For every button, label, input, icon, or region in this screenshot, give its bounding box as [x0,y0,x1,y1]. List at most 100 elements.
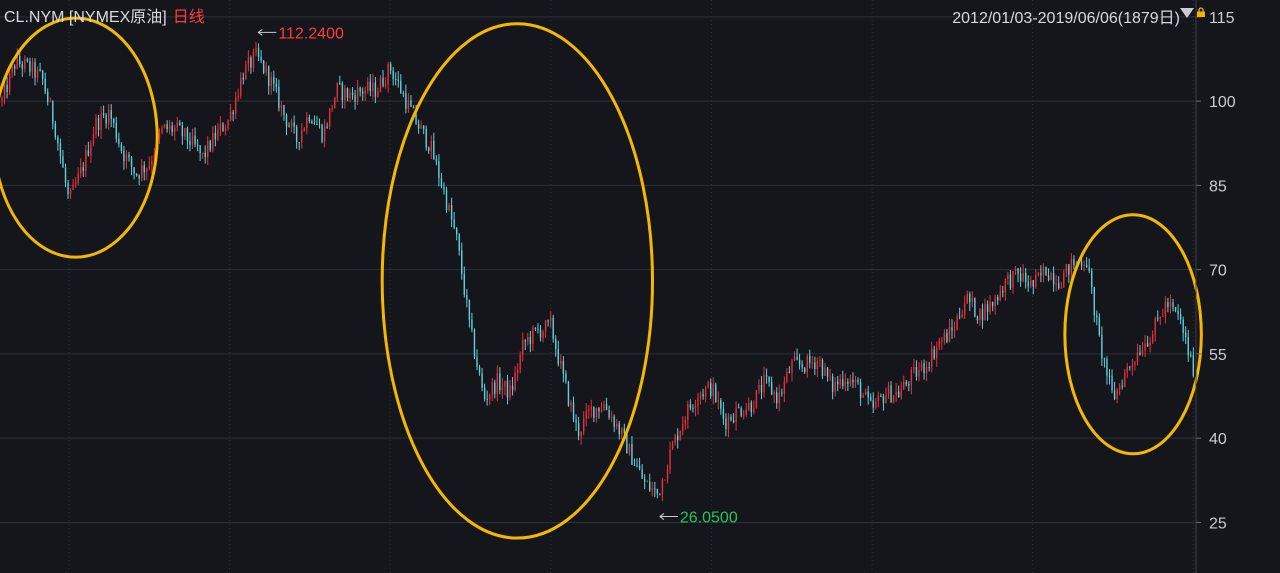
triangle-down-icon[interactable] [1180,8,1194,18]
candle-body [560,360,562,365]
candle-body [887,385,890,396]
candle-body [224,127,227,132]
candle-body [1083,264,1085,266]
candle-body [621,428,623,435]
candle-body [80,167,82,174]
candle-body [496,373,499,394]
candle-body [585,410,587,419]
candle-body [618,423,620,435]
candle-body [354,94,356,102]
candle-body [1088,267,1090,271]
candle-body [227,119,229,128]
candle-body [47,91,49,102]
candle-body [913,367,915,370]
candle-body [966,293,968,304]
candle-body [595,407,598,418]
candle-body [1032,280,1034,287]
highlight-circle [0,16,159,259]
candle-body [1037,273,1040,276]
candle-body [539,329,542,338]
candle-body [796,356,798,360]
candle-body [806,355,808,373]
candle-body [743,414,745,416]
candle-body [316,123,318,125]
candle-body [31,62,34,72]
candle-body [417,123,420,129]
candle-body [306,117,308,129]
candle-body [501,386,504,391]
candle-body [295,126,298,143]
date-range-label[interactable]: 2012/01/03-2019/06/06(1879日) [952,10,1180,27]
candle-body [64,167,67,183]
candle-body [920,363,923,371]
candle-body [1075,261,1078,266]
candle-body [3,84,6,99]
candle-body [372,82,374,92]
y-tick-label: 85 [1209,178,1227,195]
candle-body [194,135,196,145]
candle-body [334,97,336,109]
candle-body [577,422,580,436]
candle-body [369,81,372,92]
candle-body [478,366,481,374]
candle-body [1141,350,1144,355]
period-label[interactable]: 日线 [172,9,205,26]
candle-body [77,173,79,183]
candle-body [242,77,245,80]
candle-body [285,114,288,127]
candle-body [910,369,913,386]
candle-body [351,92,354,95]
candle-body [948,327,951,342]
candle-body [516,369,519,373]
candle-body [582,418,585,432]
candle-body [895,391,897,396]
candle-body [900,389,902,398]
candle-body [491,382,493,395]
candle-body [1151,334,1154,343]
candle-body [153,154,156,161]
high-price-label: 112.2400 [278,25,344,42]
candle-body [1042,266,1045,276]
candle-body [826,367,829,377]
candle-body [1019,273,1022,281]
candle-body [616,423,618,427]
grid-lines [0,0,1196,573]
candle-body [336,82,338,98]
candle-body [1103,358,1106,360]
candle-body [544,320,547,332]
candle-body [694,405,697,409]
candle-body [676,435,679,441]
candle-body [270,77,272,86]
candle-body [593,406,595,418]
highlight-circle [1063,213,1203,456]
candle-body [847,381,849,384]
highlight-circle [380,22,655,540]
candle-body [1144,343,1146,351]
candle-body [552,318,554,340]
candle-body [646,481,648,483]
candle-body [74,182,77,185]
candle-body [387,63,389,85]
candle-body [326,126,328,128]
candle-body [654,488,656,490]
candle-body [758,385,760,391]
candle-body [288,126,290,128]
lock-icon[interactable] [1196,7,1206,17]
candle-body [798,359,801,365]
candle-body [776,392,778,404]
candle-body [341,83,344,101]
candle-body [252,52,255,68]
candle-body [1177,311,1179,315]
candle-body [1070,259,1073,275]
candle-body [522,340,524,355]
candle-body [628,443,631,454]
candle-body [580,431,582,436]
candle-body [603,404,605,410]
candle-body [727,416,730,430]
candle-body [483,387,486,400]
candle-body [859,382,862,398]
candle-body [803,367,806,373]
candle-body [943,332,946,341]
candle-body [524,340,526,342]
candle-body [923,363,925,374]
